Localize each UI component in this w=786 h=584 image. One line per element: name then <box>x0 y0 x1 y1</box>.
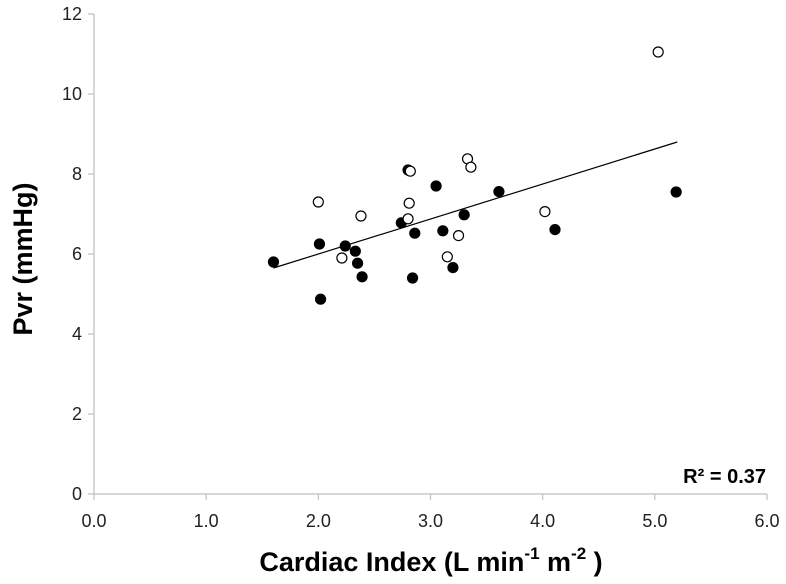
open-data-point <box>355 210 367 222</box>
data-points <box>267 46 682 305</box>
x-tick-label: 2.0 <box>306 511 331 531</box>
y-tick-label: 6 <box>72 244 82 264</box>
open-data-point <box>336 252 348 264</box>
y-tick-label: 12 <box>62 4 82 24</box>
x-tick-label: 1.0 <box>194 511 219 531</box>
y-tick-label: 2 <box>72 404 82 424</box>
y-tick-label: 0 <box>72 484 82 504</box>
filled-data-point <box>670 186 682 198</box>
filled-data-point <box>409 227 421 239</box>
x-ticks: 0.0 1.0 2.0 3.0 4.0 5.0 6.0 <box>81 494 780 531</box>
filled-data-point <box>447 262 459 274</box>
x-tick-label: 4.0 <box>530 511 555 531</box>
x-axis-title-main: Cardiac Index (L min <box>259 547 524 577</box>
open-data-point <box>539 206 551 218</box>
x-axis-title-sup2: -2 <box>571 544 586 563</box>
y-tick-label: 10 <box>62 84 82 104</box>
x-axis-title-end: ) <box>586 547 603 577</box>
x-tick-label: 0.0 <box>81 511 106 531</box>
r-squared-annotation: R² = 0.37 <box>683 466 766 488</box>
y-ticks: 0 2 4 6 8 10 12 <box>62 4 94 504</box>
filled-data-point <box>349 245 361 257</box>
open-data-point <box>452 230 465 242</box>
open-data-point <box>404 165 416 177</box>
filled-data-point <box>313 238 326 250</box>
filled-data-point <box>351 257 364 269</box>
filled-data-point <box>549 224 561 236</box>
filled-data-point <box>406 272 419 284</box>
open-data-point <box>403 197 415 209</box>
x-tick-label: 3.0 <box>418 511 443 531</box>
filled-data-point <box>430 180 442 192</box>
filled-data-point <box>267 256 280 268</box>
x-axis-title: Cardiac Index (L min-1 m-2 ) <box>259 544 602 577</box>
filled-data-point <box>458 209 470 221</box>
trendline <box>273 141 678 269</box>
open-data-point <box>312 196 324 208</box>
y-axis-title: Pvr (mmHg) <box>8 182 38 335</box>
y-tick-label: 8 <box>72 164 82 184</box>
filled-data-point <box>339 240 351 252</box>
x-axis-title-mid: m <box>540 547 572 577</box>
y-tick-label: 4 <box>72 324 82 344</box>
open-data-point <box>441 251 453 263</box>
filled-data-point <box>356 271 368 283</box>
axes: 0 2 4 6 8 10 12 0.0 1.0 2.0 3.0 4.0 5.0 6.0 <box>62 4 780 531</box>
x-tick-label: 6.0 <box>754 511 779 531</box>
open-data-point <box>465 161 477 173</box>
filled-data-point <box>314 293 327 305</box>
open-data-point <box>402 213 414 225</box>
x-tick-label: 5.0 <box>642 511 667 531</box>
filled-data-point <box>493 186 505 198</box>
x-axis-title-sup1: -1 <box>524 544 539 563</box>
filled-data-point <box>437 225 449 237</box>
open-data-point <box>652 46 664 58</box>
